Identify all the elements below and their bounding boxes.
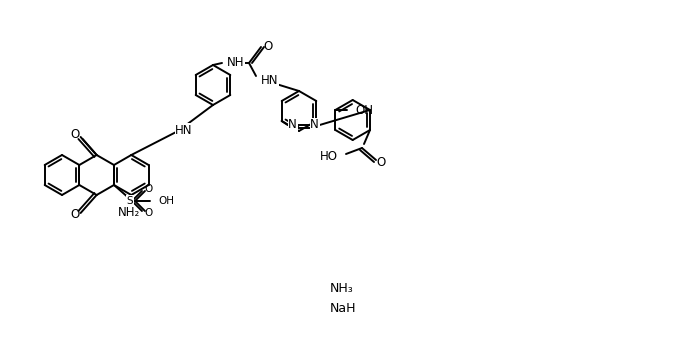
Text: NaH: NaH xyxy=(330,302,357,314)
Text: NH₃: NH₃ xyxy=(330,281,354,294)
Text: NH₂: NH₂ xyxy=(118,206,140,219)
Text: O: O xyxy=(145,208,153,218)
Text: OH: OH xyxy=(355,103,374,117)
Text: N: N xyxy=(311,118,319,131)
Text: O: O xyxy=(376,156,386,170)
Text: N: N xyxy=(288,118,297,131)
Text: HO: HO xyxy=(320,150,338,163)
Text: O: O xyxy=(263,41,273,53)
Text: OH: OH xyxy=(158,196,174,206)
Text: O: O xyxy=(145,184,153,194)
Text: O: O xyxy=(70,208,79,221)
Text: HN: HN xyxy=(175,123,193,136)
Text: O: O xyxy=(70,129,79,142)
Text: NH: NH xyxy=(227,56,245,69)
Text: S: S xyxy=(127,196,134,206)
Text: HN: HN xyxy=(261,74,279,87)
